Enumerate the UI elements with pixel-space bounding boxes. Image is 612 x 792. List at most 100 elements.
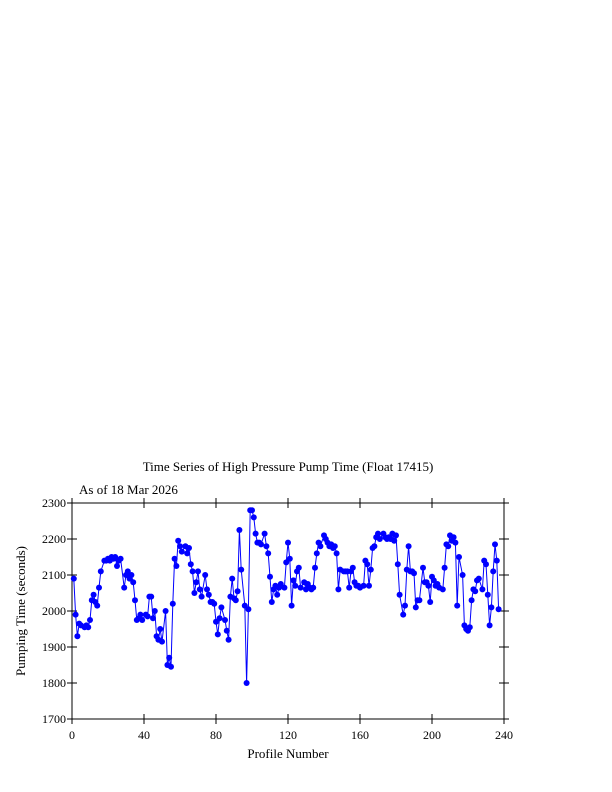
- point: [250, 514, 257, 521]
- point: [267, 573, 273, 580]
- point: [178, 548, 185, 555]
- y-tick-label: 1800: [42, 676, 66, 690]
- point: [204, 586, 210, 593]
- point: [87, 617, 93, 623]
- point: [310, 584, 317, 591]
- point: [186, 545, 192, 551]
- series-line: [73, 509, 500, 684]
- point: [198, 593, 205, 600]
- point: [187, 561, 194, 568]
- x-tick-label: 240: [495, 728, 513, 742]
- point: [360, 582, 367, 589]
- point: [94, 602, 101, 609]
- point: [144, 613, 151, 620]
- y-tick-label: 2300: [42, 496, 66, 510]
- point: [223, 627, 230, 634]
- point: [96, 584, 102, 591]
- point: [488, 604, 495, 611]
- point: [292, 582, 299, 589]
- point: [425, 582, 432, 589]
- point: [222, 617, 228, 623]
- point: [493, 557, 500, 564]
- point: [258, 541, 264, 548]
- point: [252, 530, 259, 537]
- point: [335, 586, 342, 593]
- point: [229, 575, 236, 582]
- point: [290, 577, 297, 584]
- point: [402, 602, 408, 609]
- x-tick-label: 120: [279, 728, 297, 742]
- y-tick-label: 2000: [42, 604, 66, 618]
- point: [169, 600, 176, 607]
- point: [454, 602, 461, 609]
- point: [132, 597, 138, 604]
- point: [168, 663, 174, 670]
- point: [114, 563, 120, 569]
- point: [268, 599, 275, 605]
- point: [195, 568, 201, 575]
- point: [261, 530, 268, 537]
- point: [286, 555, 293, 562]
- point: [189, 568, 196, 575]
- point: [74, 633, 81, 640]
- point: [412, 604, 419, 611]
- chart-subtitle: As of 18 Mar 2026: [79, 482, 178, 497]
- point: [295, 564, 302, 571]
- point: [177, 543, 183, 550]
- point: [349, 564, 356, 571]
- point: [72, 611, 79, 618]
- point: [216, 615, 223, 622]
- point: [130, 579, 137, 586]
- point: [139, 617, 146, 623]
- point: [202, 572, 209, 578]
- point: [317, 543, 324, 550]
- point: [490, 568, 497, 575]
- point: [196, 586, 203, 593]
- y-tick-label: 2100: [42, 568, 66, 582]
- point: [405, 543, 412, 550]
- point: [232, 597, 239, 604]
- point: [236, 527, 243, 533]
- point: [281, 584, 288, 591]
- point: [492, 541, 498, 548]
- point: [472, 588, 479, 595]
- point: [495, 606, 502, 613]
- point: [205, 591, 212, 598]
- point: [297, 584, 304, 591]
- point: [333, 550, 340, 557]
- point: [393, 532, 399, 539]
- y-tick-label: 2200: [42, 532, 66, 546]
- point: [285, 539, 291, 546]
- point: [486, 622, 493, 629]
- point: [218, 604, 225, 611]
- point: [331, 543, 338, 550]
- point: [483, 561, 489, 568]
- point: [411, 570, 417, 577]
- point: [468, 597, 475, 604]
- point: [159, 638, 165, 645]
- point: [288, 602, 295, 609]
- point: [375, 530, 381, 537]
- y-tick-label: 1900: [42, 640, 66, 654]
- x-tick-label: 0: [69, 728, 75, 742]
- point: [85, 624, 92, 631]
- point: [396, 591, 403, 598]
- point: [364, 561, 371, 568]
- point: [234, 588, 241, 595]
- point: [193, 579, 200, 586]
- point: [214, 631, 221, 638]
- point: [171, 555, 178, 562]
- point: [466, 624, 473, 631]
- point: [243, 680, 250, 686]
- point: [121, 584, 128, 591]
- point: [312, 564, 318, 571]
- point: [439, 586, 446, 593]
- point: [148, 593, 155, 600]
- point: [450, 534, 457, 541]
- plot-frame: [71, 502, 505, 720]
- point: [456, 554, 462, 560]
- point: [128, 572, 135, 578]
- y-tick-label: 1700: [42, 712, 66, 726]
- point: [420, 564, 426, 571]
